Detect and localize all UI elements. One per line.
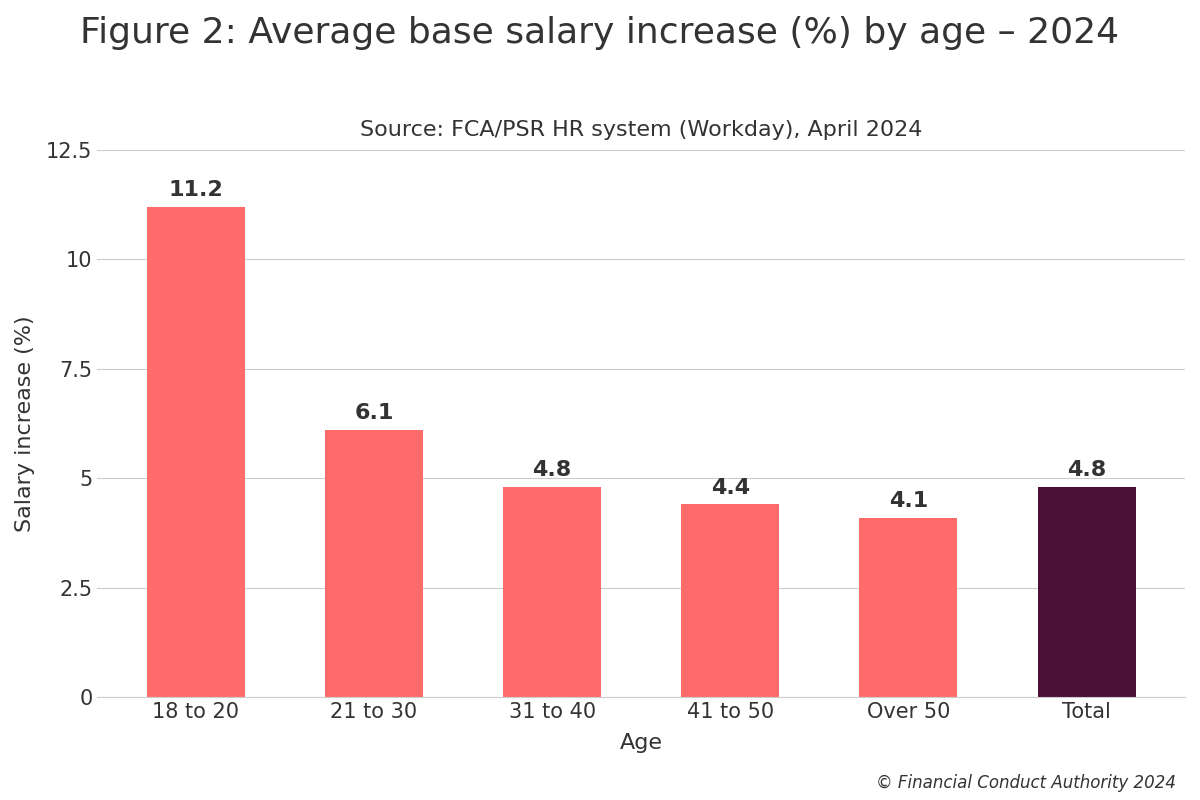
Text: 4.1: 4.1 xyxy=(889,491,928,511)
Text: 4.8: 4.8 xyxy=(533,460,571,480)
Text: © Financial Conduct Authority 2024: © Financial Conduct Authority 2024 xyxy=(876,774,1176,792)
Bar xyxy=(1038,487,1135,697)
Y-axis label: Salary increase (%): Salary increase (%) xyxy=(14,315,35,532)
X-axis label: Age: Age xyxy=(619,733,662,753)
Text: Figure 2: Average base salary increase (%) by age – 2024: Figure 2: Average base salary increase (… xyxy=(80,16,1120,50)
Bar xyxy=(325,430,422,697)
Text: 6.1: 6.1 xyxy=(354,403,394,423)
Text: 11.2: 11.2 xyxy=(168,180,223,200)
Bar xyxy=(859,518,958,697)
Text: 4.8: 4.8 xyxy=(1067,460,1106,480)
Bar xyxy=(146,206,245,697)
Text: 4.4: 4.4 xyxy=(710,478,750,498)
Title: Source: FCA/PSR HR system (Workday), April 2024: Source: FCA/PSR HR system (Workday), Apr… xyxy=(360,120,923,140)
Bar xyxy=(503,487,601,697)
Bar xyxy=(682,505,779,697)
